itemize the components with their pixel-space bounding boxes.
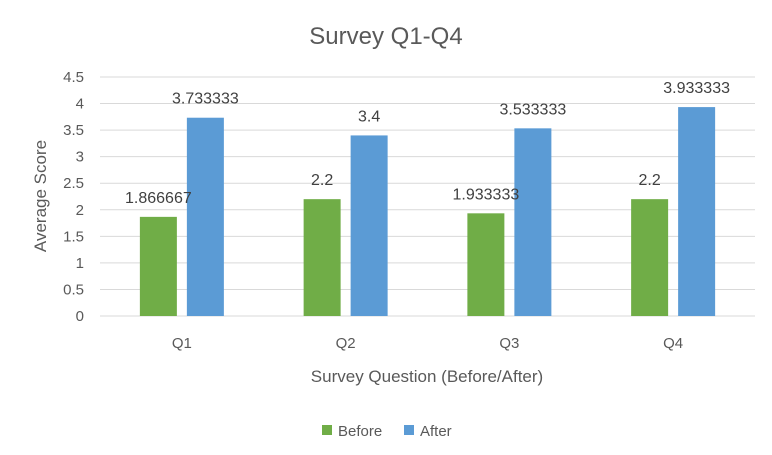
data-label: 2.2 <box>311 172 333 189</box>
bar-before-q1 <box>139 216 177 316</box>
y-tick-label: 0.5 <box>63 281 84 298</box>
y-tick-label: 4.5 <box>63 69 84 86</box>
y-axis-title: Average Score <box>31 140 50 252</box>
y-tick-label: 3.5 <box>63 122 84 139</box>
data-labels: 1.866667 3.733333 2.2 3.4 1.933333 3.533333 2.… <box>125 80 730 207</box>
y-tick-label: 2.5 <box>63 175 84 192</box>
x-axis-ticks: Q1 Q2 Q3 Q4 <box>172 335 683 352</box>
data-label: 3.4 <box>358 108 380 125</box>
y-tick-label: 2 <box>76 202 84 219</box>
bar-before-q3 <box>467 213 505 316</box>
bar-after-q1 <box>186 117 224 316</box>
bar-after-q2 <box>350 135 388 316</box>
legend-label: After <box>420 423 452 440</box>
data-label: 1.866667 <box>125 190 192 207</box>
y-tick-label: 1 <box>76 255 84 272</box>
x-axis-title: Survey Question (Before/After) <box>311 367 543 386</box>
data-label: 2.2 <box>639 172 661 189</box>
y-tick-label: 1.5 <box>63 228 84 245</box>
y-tick-label: 4 <box>76 96 84 113</box>
y-tick-label: 0 <box>76 308 84 325</box>
x-tick-label: Q2 <box>336 335 356 352</box>
y-tick-label: 3 <box>76 149 84 166</box>
x-tick-label: Q1 <box>172 335 192 352</box>
bar-before-q4 <box>631 199 669 316</box>
bars <box>139 107 716 316</box>
bar-before-q2 <box>303 199 341 316</box>
chart-title: Survey Q1-Q4 <box>309 23 462 50</box>
legend-item-after: After <box>404 423 452 440</box>
x-tick-label: Q3 <box>499 335 519 352</box>
y-axis-ticks: 0 0.5 1 1.5 2 2.5 3 3.5 4 4.5 <box>63 69 84 325</box>
legend-label: Before <box>338 423 382 440</box>
data-label: 3.933333 <box>663 80 730 97</box>
bar-after-q4 <box>678 107 716 316</box>
data-label: 1.933333 <box>453 186 520 203</box>
legend-swatch <box>322 425 332 435</box>
legend-item-before: Before <box>322 423 382 440</box>
bar-after-q3 <box>514 128 552 316</box>
legend-swatch <box>404 425 414 435</box>
legend: Before After <box>322 423 452 440</box>
data-label: 3.733333 <box>172 91 239 108</box>
data-label: 3.533333 <box>500 101 567 118</box>
x-tick-label: Q4 <box>663 335 683 352</box>
